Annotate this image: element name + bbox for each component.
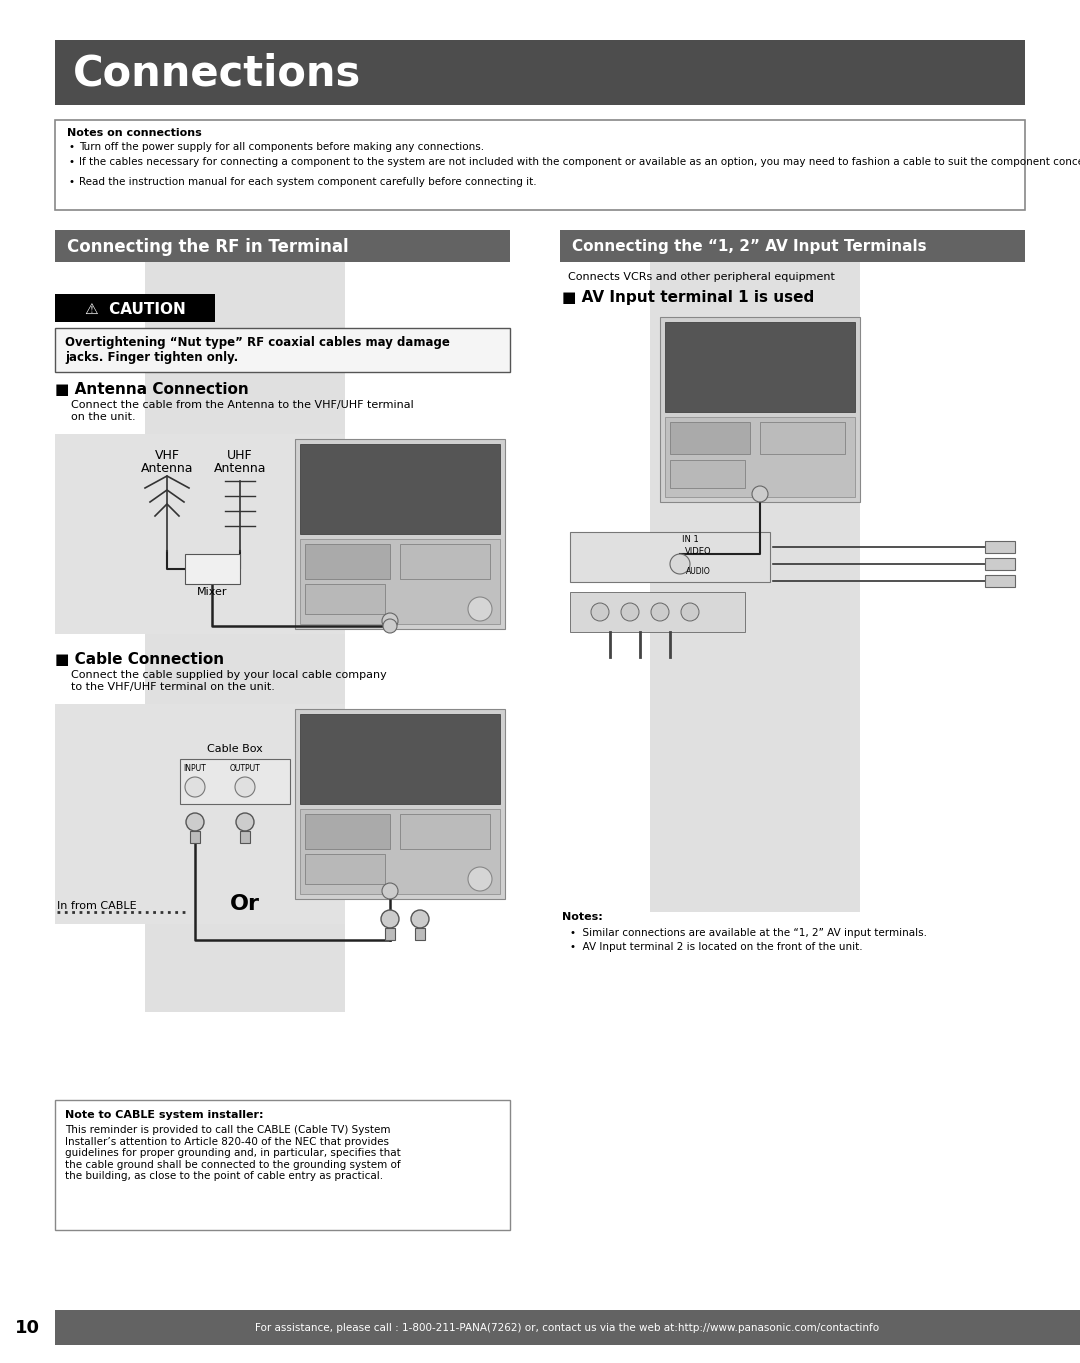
Bar xyxy=(985,557,1015,570)
Bar xyxy=(665,322,855,412)
Text: IN 1: IN 1 xyxy=(681,536,699,544)
Bar xyxy=(660,318,860,502)
Circle shape xyxy=(411,910,429,928)
Text: Note to CABLE system installer:: Note to CABLE system installer: xyxy=(65,1109,264,1120)
Text: In from CABLE: In from CABLE xyxy=(57,901,137,910)
Bar xyxy=(300,444,500,534)
Circle shape xyxy=(382,613,399,628)
Bar xyxy=(55,328,510,372)
Text: This reminder is provided to call the CABLE (Cable TV) System
Installer’s attent: This reminder is provided to call the CA… xyxy=(65,1124,401,1182)
Bar xyxy=(0,1310,54,1345)
Bar xyxy=(561,230,1025,262)
Bar xyxy=(240,831,249,842)
Text: Connect the cable supplied by your local cable company
to the VHF/UHF terminal o: Connect the cable supplied by your local… xyxy=(71,671,387,691)
Text: VHF: VHF xyxy=(154,448,179,462)
Bar xyxy=(295,709,505,900)
Bar xyxy=(55,294,215,322)
Bar xyxy=(55,705,345,924)
Circle shape xyxy=(681,602,699,622)
Bar xyxy=(55,433,345,634)
Bar xyxy=(300,810,500,894)
Text: Connects VCRs and other peripheral equipment: Connects VCRs and other peripheral equip… xyxy=(568,273,835,282)
Bar xyxy=(305,855,384,885)
Text: Notes:: Notes: xyxy=(562,912,603,921)
Circle shape xyxy=(185,777,205,797)
Circle shape xyxy=(468,597,492,622)
Bar xyxy=(670,459,745,488)
Bar xyxy=(670,423,750,454)
Bar xyxy=(55,230,510,262)
Text: If the cables necessary for connecting a component to the system are not include: If the cables necessary for connecting a… xyxy=(79,157,1080,168)
Text: OUTPUT: OUTPUT xyxy=(230,765,260,773)
Circle shape xyxy=(752,487,768,502)
Bar xyxy=(650,262,860,912)
Circle shape xyxy=(237,812,254,831)
Bar xyxy=(185,553,240,583)
Text: ⚠  CAUTION: ⚠ CAUTION xyxy=(84,301,186,316)
Text: Notes on connections: Notes on connections xyxy=(67,128,202,138)
Text: VIDEO: VIDEO xyxy=(685,547,712,556)
Circle shape xyxy=(651,602,669,622)
Bar xyxy=(145,262,345,1011)
Bar xyxy=(180,759,291,804)
Circle shape xyxy=(235,777,255,797)
Circle shape xyxy=(383,619,397,632)
Circle shape xyxy=(186,812,204,831)
Text: •  AV Input terminal 2 is located on the front of the unit.: • AV Input terminal 2 is located on the … xyxy=(570,942,863,951)
Circle shape xyxy=(621,602,639,622)
Text: For assistance, please call : 1-800-211-PANA(7262) or, contact us via the web at: For assistance, please call : 1-800-211-… xyxy=(255,1323,879,1333)
Text: Or: Or xyxy=(230,894,260,915)
Text: Cable Box: Cable Box xyxy=(207,744,262,754)
Bar xyxy=(985,541,1015,553)
Bar xyxy=(400,544,490,579)
Circle shape xyxy=(468,867,492,891)
Text: •: • xyxy=(69,177,75,187)
Text: Read the instruction manual for each system component carefully before connectin: Read the instruction manual for each sys… xyxy=(79,177,537,187)
Text: Antenna: Antenna xyxy=(140,462,193,474)
Bar xyxy=(295,439,505,628)
Text: Overtightening “Nut type” RF coaxial cables may damage
jacks. Finger tighten onl: Overtightening “Nut type” RF coaxial cab… xyxy=(65,337,450,364)
Bar xyxy=(55,40,1025,105)
Bar xyxy=(305,544,390,579)
Bar xyxy=(415,928,426,940)
Text: •  Similar connections are available at the “1, 2” AV input terminals.: • Similar connections are available at t… xyxy=(570,928,927,938)
Bar xyxy=(55,1100,510,1229)
Bar xyxy=(190,831,200,842)
Text: ■ AV Input terminal 1 is used: ■ AV Input terminal 1 is used xyxy=(562,290,814,305)
Text: 10: 10 xyxy=(14,1319,40,1337)
Bar xyxy=(570,592,745,632)
Text: UHF: UHF xyxy=(227,448,253,462)
Bar xyxy=(384,928,395,940)
Bar xyxy=(300,714,500,804)
Text: Connecting the “1, 2” AV Input Terminals: Connecting the “1, 2” AV Input Terminals xyxy=(572,240,927,255)
Bar xyxy=(305,583,384,613)
Text: Mixer: Mixer xyxy=(198,587,228,597)
Text: AUDIO: AUDIO xyxy=(686,567,711,577)
Bar xyxy=(665,417,855,497)
Circle shape xyxy=(381,910,399,928)
Text: Connections: Connections xyxy=(73,53,361,94)
Text: ■ Cable Connection: ■ Cable Connection xyxy=(55,652,225,667)
Circle shape xyxy=(670,553,690,574)
Text: •: • xyxy=(69,157,75,168)
Bar xyxy=(55,1310,1080,1345)
Text: Turn off the power supply for all components before making any connections.: Turn off the power supply for all compon… xyxy=(79,142,484,153)
Text: ■ Antenna Connection: ■ Antenna Connection xyxy=(55,382,248,397)
Bar xyxy=(55,120,1025,210)
Bar xyxy=(400,814,490,849)
Bar xyxy=(760,423,845,454)
Text: Connecting the RF in Terminal: Connecting the RF in Terminal xyxy=(67,239,349,256)
Text: INPUT: INPUT xyxy=(184,765,206,773)
Text: Connect the cable from the Antenna to the VHF/UHF terminal
on the unit.: Connect the cable from the Antenna to th… xyxy=(71,399,414,421)
Text: •: • xyxy=(69,142,75,153)
Bar xyxy=(985,575,1015,587)
Text: Antenna: Antenna xyxy=(214,462,267,474)
Bar xyxy=(300,538,500,624)
Circle shape xyxy=(591,602,609,622)
Circle shape xyxy=(382,883,399,900)
Bar xyxy=(570,532,770,582)
Bar xyxy=(305,814,390,849)
